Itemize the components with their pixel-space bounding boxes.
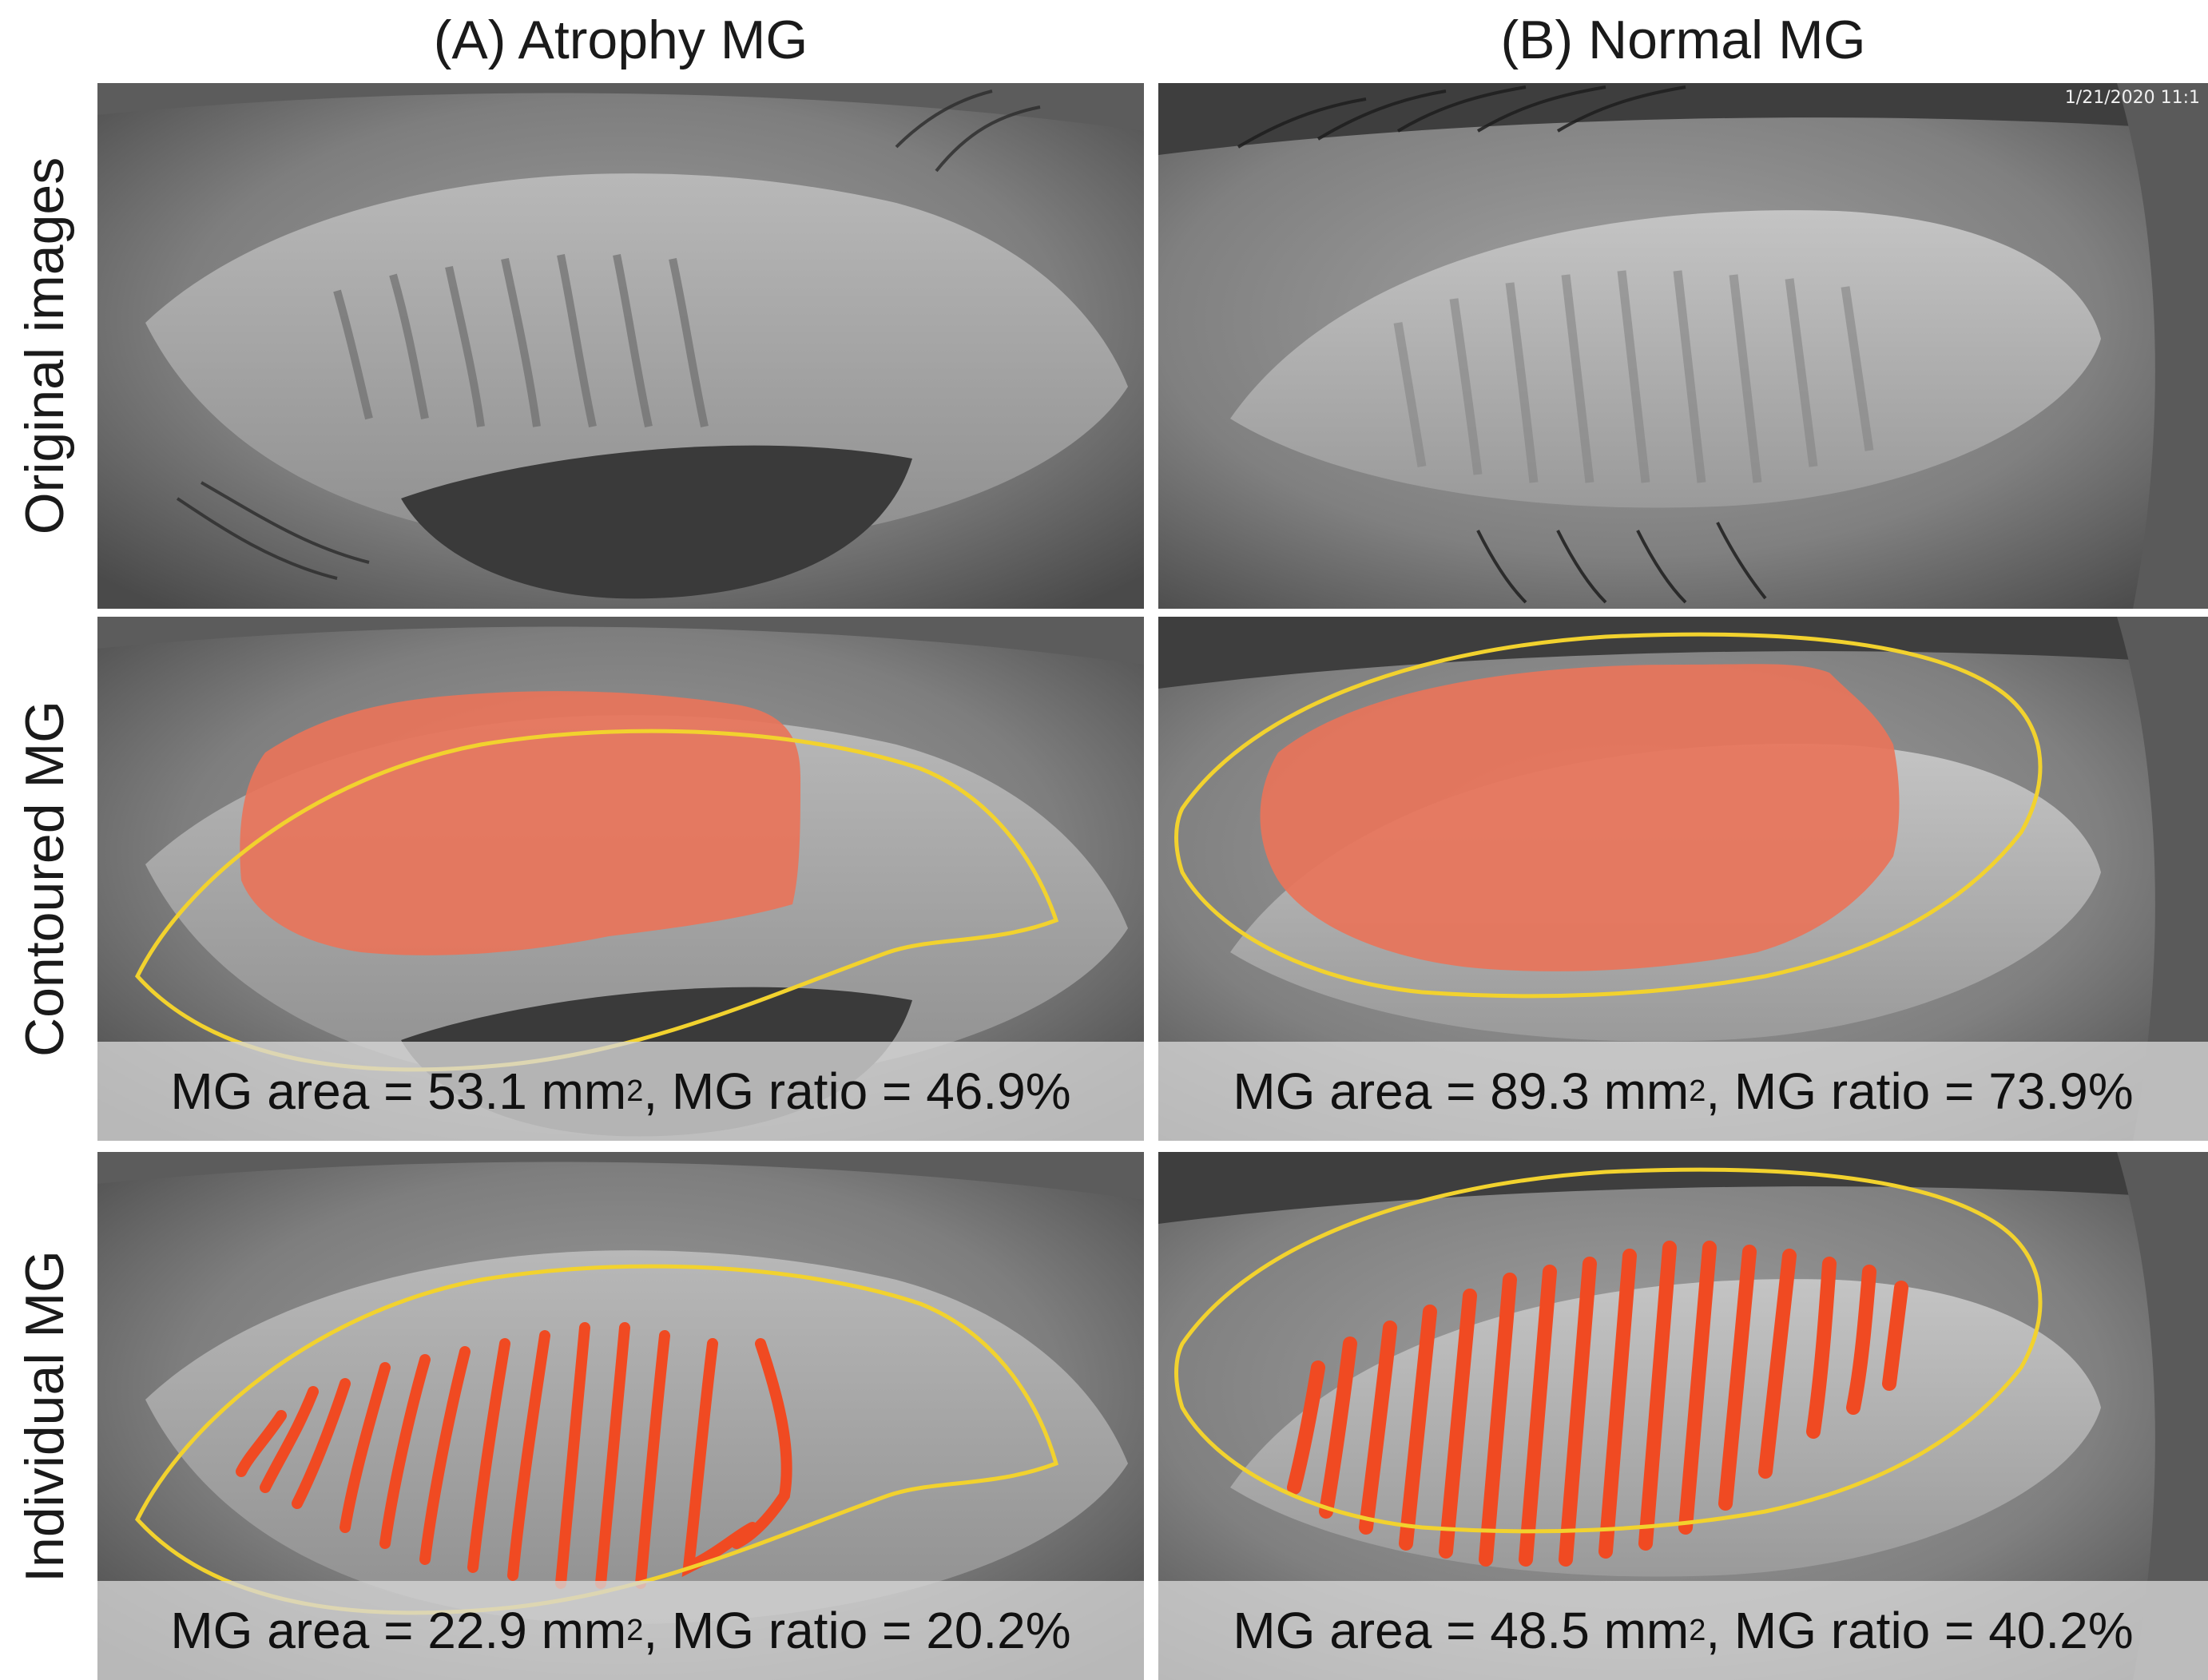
panel-normal-contoured: MG area = 89.3 mm2, MG ratio = 73.9% [1158,617,2208,1141]
timestamp: 1/21/2020 11:1 [2064,88,2200,108]
column-title-atrophy: (A) Atrophy MG [433,10,808,70]
caption-atrophy-contoured: MG area = 53.1 mm2, MG ratio = 46.9% [97,1042,1144,1141]
row-title-individual-text: Individual MG [14,1249,75,1583]
caption-normal-individual: MG area = 48.5 mm2, MG ratio = 40.2% [1158,1581,2208,1680]
caption-atrophy-individual: MG area = 22.9 mm2, MG ratio = 20.2% [97,1581,1144,1680]
eyelid-image-normal-original [1158,83,2208,609]
panel-atrophy-contoured: MG area = 53.1 mm2, MG ratio = 46.9% [97,617,1144,1141]
row-title-individual: Individual MG [0,1152,89,1680]
panel-atrophy-individual: MG area = 22.9 mm2, MG ratio = 20.2% [97,1152,1144,1680]
panel-normal-original: 1/21/2020 11:1 [1158,83,2208,609]
caption-text: MG area = 22.9 mm2, MG ratio = 20.2% [170,1602,1071,1659]
row-title-contoured-text: Contoured MG [14,701,75,1057]
column-title-normal: (B) Normal MG [1500,10,1866,70]
row-title-original: Original images [0,83,89,609]
row-title-contoured: Contoured MG [0,617,89,1141]
eyelid-contour [1174,1167,2043,1534]
caption-text: MG area = 89.3 mm2, MG ratio = 73.9% [1233,1062,2134,1120]
panel-atrophy-original [97,83,1144,609]
individual-mg-glands [236,1322,792,1589]
mg-region-overlay [1260,664,1900,971]
individual-mg-glands [1287,1241,1908,1567]
row-title-original-text: Original images [14,157,75,535]
eyelid-contour [1174,632,2043,999]
caption-text: MG area = 48.5 mm2, MG ratio = 40.2% [1233,1602,2134,1659]
mg-region-overlay [240,691,801,955]
eyelid-image-atrophy-original [97,83,1144,609]
caption-text: MG area = 53.1 mm2, MG ratio = 46.9% [170,1062,1071,1120]
panel-normal-individual: MG area = 48.5 mm2, MG ratio = 40.2% [1158,1152,2208,1680]
caption-normal-contoured: MG area = 89.3 mm2, MG ratio = 73.9% [1158,1042,2208,1141]
